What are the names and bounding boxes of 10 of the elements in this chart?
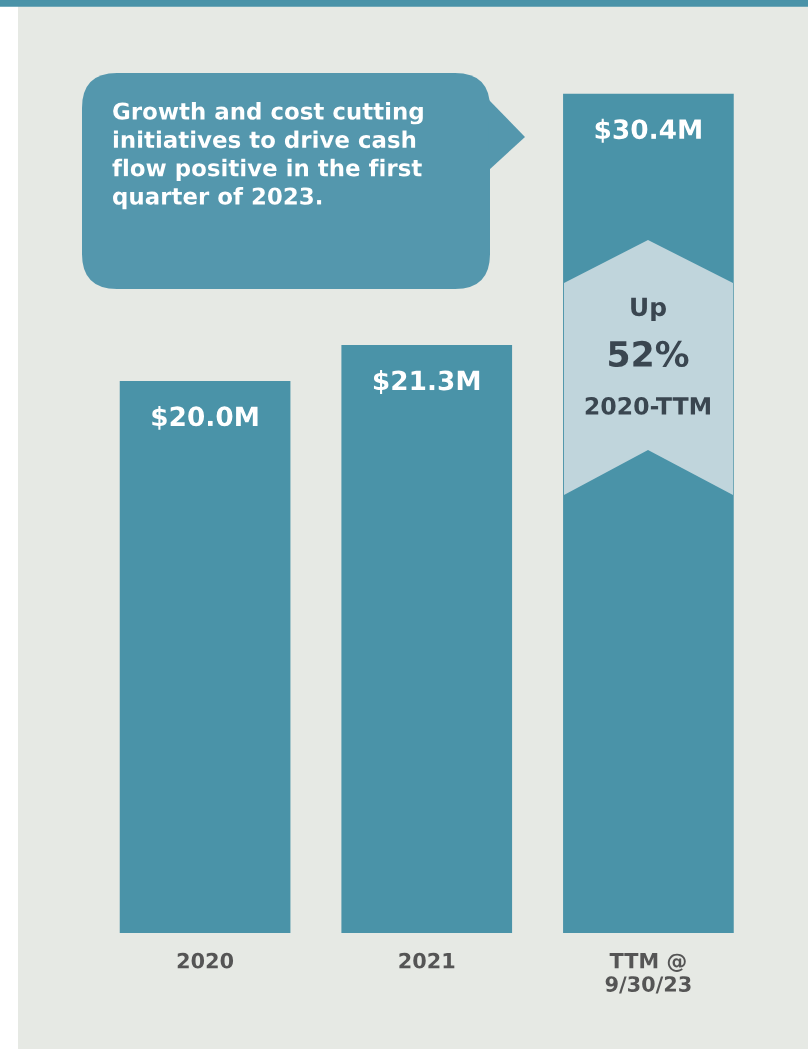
x-tick-label: 2021 [399, 952, 455, 969]
data-label: $21.3M [373, 370, 480, 394]
annotation: 52% [609, 340, 689, 368]
annotation: 2020-TTM [585, 396, 710, 415]
annotation: Growth and cost cutting initiatives to drive cash flow positive in the first quarter of 2023. [112, 102, 423, 210]
data-label: $30.4M [595, 118, 701, 143]
x-tick-label: 2020 [177, 952, 234, 969]
data-label: $20.0M [152, 405, 258, 430]
x-tick-label: TTM @ 9/30/23 [605, 953, 691, 994]
annotation: Up [631, 297, 666, 322]
